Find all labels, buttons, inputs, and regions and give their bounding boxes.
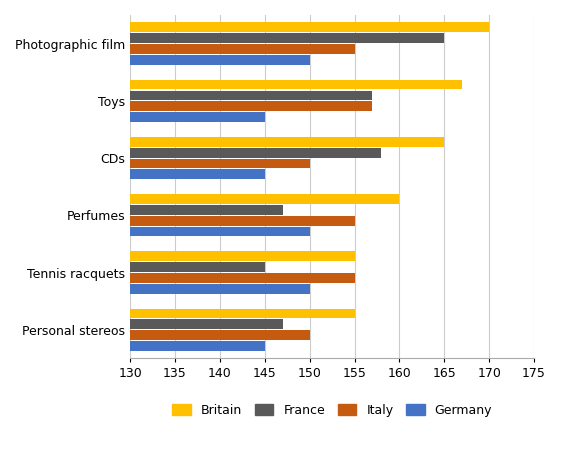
Bar — [0, 194, 399, 204]
Bar — [0, 320, 283, 329]
Bar — [0, 227, 310, 236]
Bar — [0, 284, 310, 294]
Bar — [0, 169, 265, 179]
Bar — [0, 273, 355, 283]
Bar — [0, 205, 283, 215]
Bar — [0, 216, 355, 226]
Bar — [0, 112, 265, 122]
Bar — [0, 34, 444, 43]
Bar — [0, 137, 444, 147]
Bar — [0, 251, 355, 261]
Bar — [0, 44, 355, 54]
Bar — [0, 341, 265, 351]
Bar — [0, 55, 310, 65]
Bar — [0, 148, 381, 158]
Bar — [0, 22, 489, 32]
Legend: Britain, France, Italy, Germany: Britain, France, Italy, Germany — [167, 399, 497, 422]
Bar — [0, 330, 310, 340]
Bar — [0, 80, 462, 89]
Bar — [0, 309, 355, 318]
Bar — [0, 262, 265, 272]
Bar — [0, 91, 373, 100]
Bar — [0, 101, 373, 111]
Bar — [0, 159, 310, 169]
